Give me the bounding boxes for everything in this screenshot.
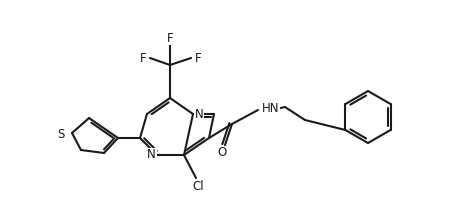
Text: F: F [140, 51, 146, 64]
Text: Cl: Cl [192, 181, 204, 194]
Text: HN: HN [262, 102, 280, 115]
Text: O: O [218, 146, 227, 159]
Text: N: N [195, 107, 204, 120]
Text: N: N [147, 148, 156, 161]
Text: F: F [167, 31, 173, 44]
Text: F: F [195, 51, 201, 64]
Text: S: S [58, 128, 65, 140]
